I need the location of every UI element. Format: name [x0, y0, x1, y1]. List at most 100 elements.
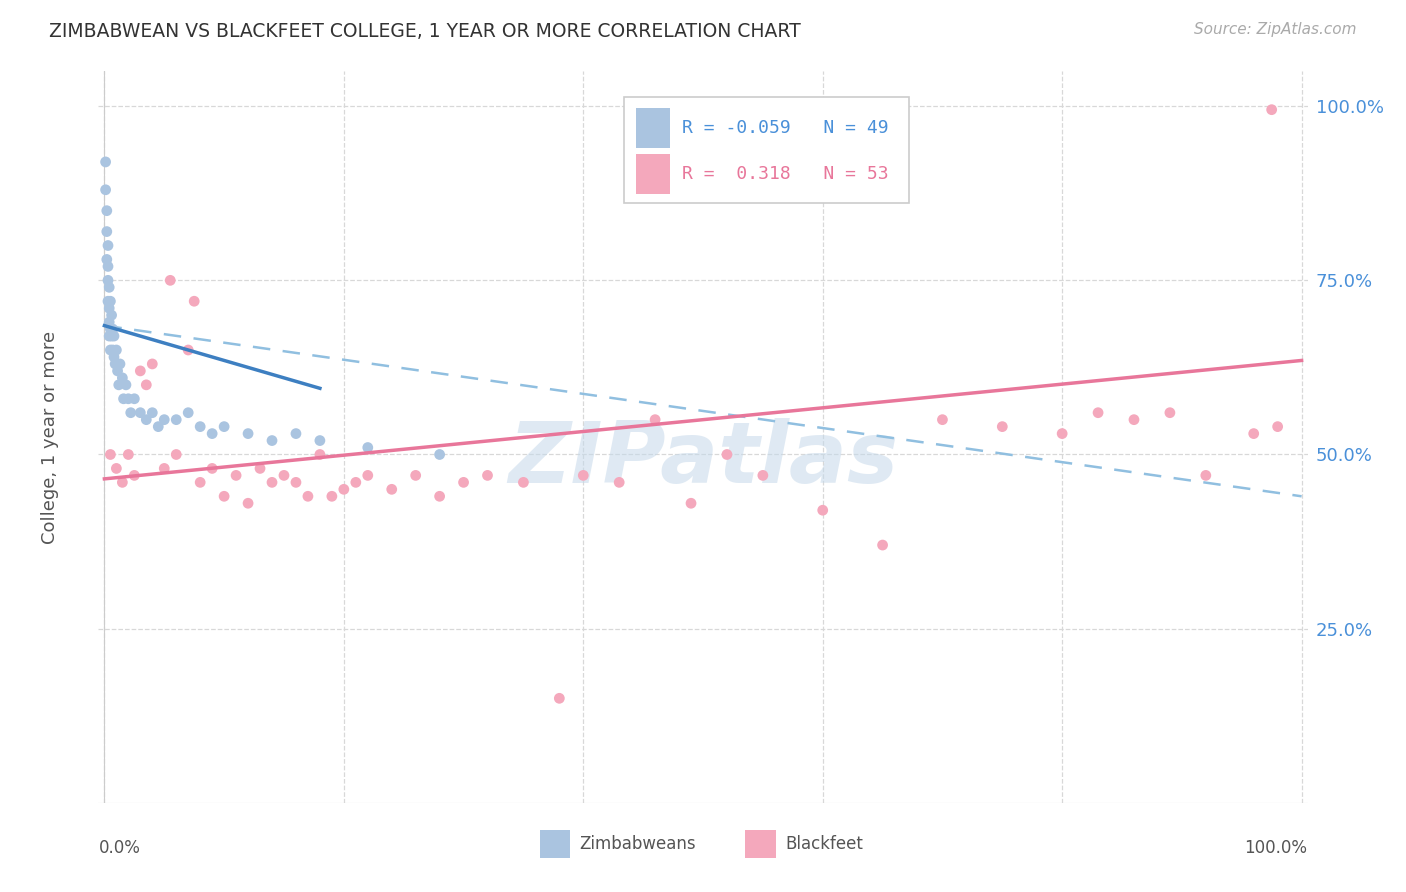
Point [357, 441, 380, 455]
Point [1159, 406, 1181, 420]
Point [124, 392, 146, 406]
Point [94, 183, 117, 197]
Point [607, 475, 630, 490]
Point [249, 461, 271, 475]
Point [333, 483, 356, 497]
Point [188, 475, 211, 490]
Point [225, 468, 247, 483]
FancyBboxPatch shape [624, 97, 908, 203]
Point [477, 468, 499, 483]
Point [148, 419, 170, 434]
Point [357, 468, 380, 483]
Point [1050, 426, 1073, 441]
Point [512, 475, 534, 490]
Point [100, 322, 122, 336]
Point [284, 475, 307, 490]
Point [212, 419, 235, 434]
Point [1087, 406, 1109, 420]
Point [284, 426, 307, 441]
Text: 100.0%: 100.0% [1244, 839, 1308, 857]
FancyBboxPatch shape [637, 154, 671, 194]
Point [111, 475, 134, 490]
Point [105, 461, 128, 475]
Point [991, 419, 1014, 434]
Point [129, 406, 152, 420]
Point [177, 406, 200, 420]
Point [96, 252, 118, 267]
Point [100, 294, 122, 309]
Point [344, 475, 367, 490]
Point [124, 468, 146, 483]
Text: 0.0%: 0.0% [98, 839, 141, 857]
Point [111, 371, 134, 385]
Point [135, 412, 157, 426]
Point [644, 412, 666, 426]
Point [309, 434, 332, 448]
Point [752, 468, 775, 483]
Point [405, 468, 427, 483]
Point [100, 343, 122, 357]
Point [107, 364, 129, 378]
Point [98, 301, 121, 316]
Point [117, 392, 139, 406]
Point [107, 377, 129, 392]
Point [98, 329, 121, 343]
Point [105, 343, 128, 357]
Point [429, 448, 451, 462]
Point [1195, 468, 1218, 483]
Text: Blackfeet: Blackfeet [785, 835, 863, 853]
FancyBboxPatch shape [745, 830, 776, 858]
Point [108, 357, 131, 371]
Point [104, 357, 127, 371]
Point [159, 273, 181, 287]
Point [100, 308, 122, 322]
Point [135, 377, 157, 392]
Point [716, 448, 738, 462]
Point [260, 434, 283, 448]
Point [872, 538, 894, 552]
Point [1243, 426, 1265, 441]
Point [931, 412, 953, 426]
Point [94, 155, 117, 169]
Point [103, 350, 125, 364]
Point [97, 260, 120, 274]
Point [153, 461, 176, 475]
Point [96, 225, 118, 239]
Point [381, 483, 404, 497]
FancyBboxPatch shape [637, 108, 671, 148]
Point [97, 273, 120, 287]
Point [97, 238, 120, 252]
Point [100, 329, 122, 343]
Point [309, 448, 332, 462]
Text: Source: ZipAtlas.com: Source: ZipAtlas.com [1194, 22, 1357, 37]
Point [1260, 103, 1282, 117]
Point [112, 392, 135, 406]
Point [811, 503, 834, 517]
Point [297, 489, 319, 503]
Point [1267, 419, 1289, 434]
Point [101, 343, 124, 357]
Text: R =  0.318   N = 53: R = 0.318 N = 53 [682, 165, 889, 183]
Point [165, 412, 187, 426]
Text: ZIPatlas: ZIPatlas [508, 417, 898, 500]
Point [100, 448, 122, 462]
Point [273, 468, 295, 483]
Point [177, 343, 200, 357]
Point [212, 489, 235, 503]
Point [98, 280, 121, 294]
Point [96, 203, 118, 218]
Point [165, 448, 187, 462]
Point [97, 294, 120, 309]
Point [129, 364, 152, 378]
Point [183, 294, 205, 309]
Point [260, 475, 283, 490]
Point [153, 412, 176, 426]
Point [120, 406, 142, 420]
Point [188, 419, 211, 434]
Point [321, 489, 343, 503]
Point [201, 426, 224, 441]
FancyBboxPatch shape [540, 830, 569, 858]
Text: Zimbabweans: Zimbabweans [579, 835, 696, 853]
Point [98, 315, 121, 329]
Point [429, 489, 451, 503]
